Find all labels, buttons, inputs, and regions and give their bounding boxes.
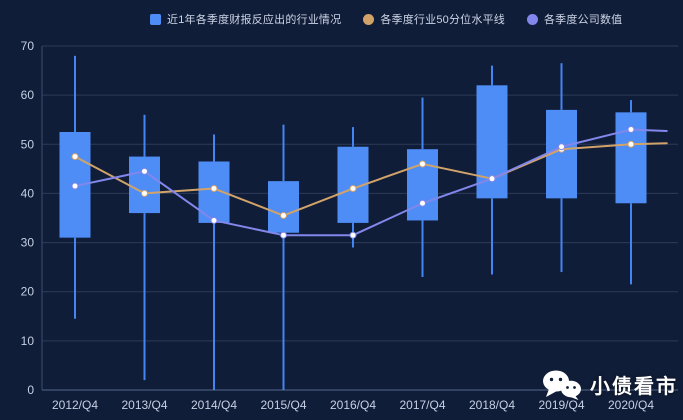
company-point-2014/Q4[interactable]: [210, 216, 218, 224]
legend-item-label: 各季度公司数值: [543, 14, 623, 26]
x-tick-label: 2017/Q4: [399, 398, 445, 412]
legend-item-label: 近1年各季度财报反应出的行业情况: [167, 14, 342, 26]
watermark-text: 小债看市: [590, 376, 678, 398]
y-tick-label: 50: [21, 137, 35, 151]
percentile-point-2016/Q4[interactable]: [349, 185, 357, 193]
chart-legend: 近1年各季度财报反应出的行业情况 各季度行业50分位水平线 各季度公司数值: [150, 10, 622, 28]
legend-item-0[interactable]: 近1年各季度财报反应出的行业情况: [150, 11, 341, 27]
wechat-icon: [543, 370, 581, 400]
percentile-point-2015/Q4[interactable]: [280, 212, 287, 220]
company-point-2020/Q4[interactable]: [627, 126, 635, 134]
company-point-2019/Q4[interactable]: [558, 143, 565, 151]
x-tick-label: 2020/Q4: [608, 398, 654, 412]
percentile-line: [74, 142, 668, 217]
percentile-point-2017/Q4[interactable]: [419, 160, 426, 168]
y-tick-label: 0: [27, 383, 34, 397]
company-point-2016/Q4[interactable]: [349, 231, 357, 239]
company-point-2013/Q4[interactable]: [141, 167, 148, 175]
y-tick-label: 40: [21, 186, 35, 200]
x-tick-label: 2016/Q4: [330, 398, 376, 412]
company-line: [74, 128, 668, 237]
legend-item-2[interactable]: 各季度公司数值: [526, 11, 623, 27]
y-tick-label: 10: [21, 334, 35, 348]
x-tick-label: 2014/Q4: [191, 398, 237, 412]
y-tick-label: 30: [21, 236, 35, 250]
x-tick-label: 2012/Q4: [52, 398, 98, 412]
legend-item-1[interactable]: 各季度行业50分位水平线: [363, 11, 505, 27]
x-tick-label: 2019/Q4: [538, 398, 584, 412]
x-tick-label: 2018/Q4: [469, 398, 515, 412]
x-tick-label: 2015/Q4: [260, 398, 306, 412]
company-point-2018/Q4[interactable]: [488, 175, 496, 183]
legend-square-marker: [150, 13, 161, 25]
percentile-point-2020/Q4[interactable]: [627, 140, 635, 148]
legend-circle-marker: [526, 13, 538, 25]
legend-item-label: 各季度行业50分位水平线: [380, 14, 505, 26]
candle-2017/Q4[interactable]: [407, 149, 438, 221]
percentile-point-2012/Q4[interactable]: [71, 153, 79, 161]
legend-circle-marker: [363, 13, 375, 25]
watermark: 小债看市: [542, 369, 678, 400]
candle-2013/Q4[interactable]: [129, 156, 160, 214]
candle-2020/Q4[interactable]: [615, 112, 647, 204]
company-point-2017/Q4[interactable]: [419, 199, 426, 207]
company-point-2015/Q4[interactable]: [280, 231, 287, 239]
y-tick-label: 70: [21, 39, 35, 53]
candle-2015/Q4[interactable]: [268, 181, 299, 233]
y-tick-label: 20: [21, 285, 35, 299]
y-tick-label: 60: [21, 88, 35, 102]
company-point-2012/Q4[interactable]: [71, 182, 79, 190]
x-tick-label: 2013/Q4: [121, 398, 167, 412]
percentile-point-2013/Q4[interactable]: [141, 189, 148, 197]
percentile-point-2014/Q4[interactable]: [210, 185, 218, 193]
